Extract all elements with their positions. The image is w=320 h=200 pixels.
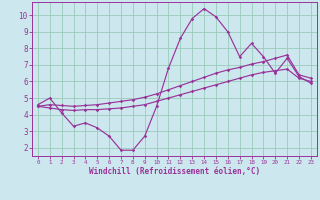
X-axis label: Windchill (Refroidissement éolien,°C): Windchill (Refroidissement éolien,°C): [89, 167, 260, 176]
